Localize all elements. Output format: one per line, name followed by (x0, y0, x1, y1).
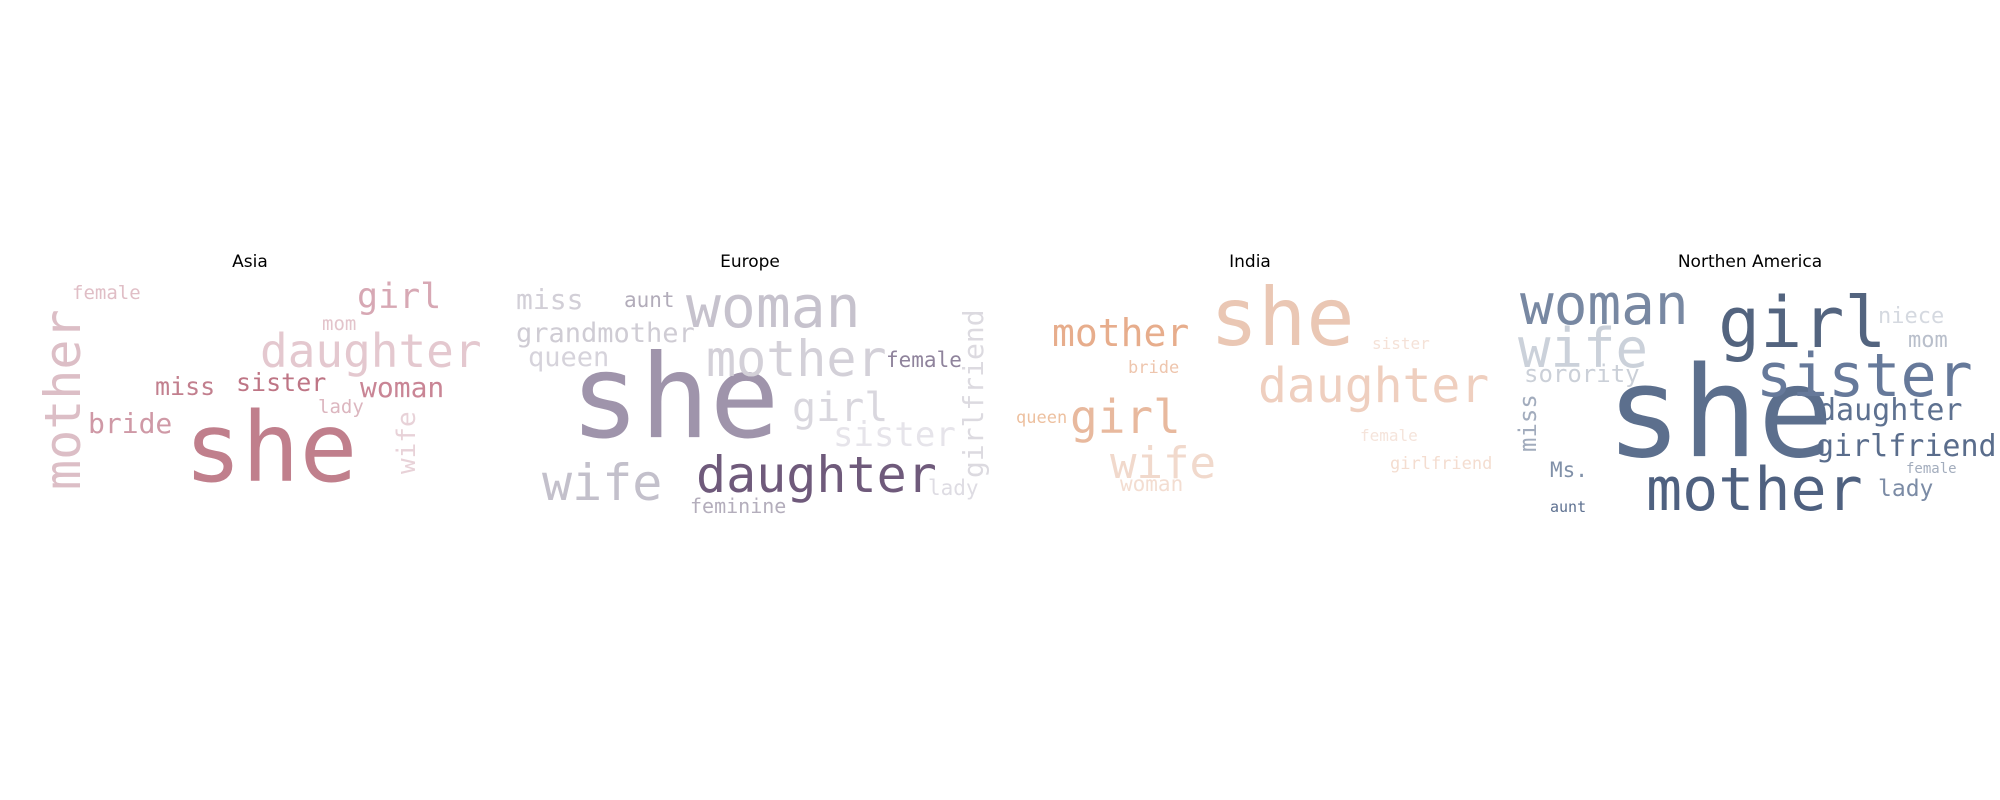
word-sister: sister (1756, 341, 1973, 411)
word-sister: sister (236, 368, 327, 397)
word-aunt: aunt (1550, 498, 1587, 516)
word-cloud: she mother daughter girl woman sister mi… (0, 278, 500, 532)
panel-title: India (1229, 252, 1271, 272)
word-bride: bride (1128, 358, 1180, 378)
word-girl: girl (1070, 390, 1181, 444)
wordcloud-panel-northen-america: Northen America she girl woman sister wi… (1500, 252, 2000, 532)
word-female: female (1906, 461, 1957, 477)
word-she: she (1606, 339, 1834, 486)
word-daughter: daughter (696, 446, 937, 504)
word-mother: mother (34, 309, 92, 490)
word-woman: woman (360, 371, 445, 404)
word-girl: girl (357, 277, 442, 317)
word-daughter: daughter (1258, 358, 1490, 414)
word-wife: wife (392, 411, 422, 474)
word-sister: sister (1372, 334, 1430, 353)
word-niece: niece (1878, 304, 1945, 329)
word-lady: lady (1878, 476, 1934, 502)
word-girl: girl (792, 385, 889, 431)
word-feminine: feminine (690, 494, 787, 518)
word-mother: mother (1646, 455, 1863, 525)
word-cloud: she girl woman sister wife mother daught… (1500, 278, 2000, 532)
word-lady: lady (318, 396, 364, 418)
word-wife: wife (542, 454, 663, 512)
word-miss: miss (516, 283, 584, 316)
word-daughter: daughter (260, 324, 482, 378)
wordcloud-panel-india: India she mother daughter girl wife woma… (1000, 252, 1500, 532)
word-grandmother: grandmother (516, 318, 695, 349)
word-woman: woman (686, 273, 861, 341)
word-sorority: sorority (1524, 360, 1640, 388)
word-woman: woman (1520, 273, 1689, 338)
word-she: she (184, 392, 358, 504)
word-mom: mom (322, 313, 357, 335)
word-aunt: aunt (624, 288, 675, 312)
word-daughter: daughter (1818, 393, 1963, 428)
wordcloud-panel-asia: Asia she mother daughter girl woman sist… (0, 252, 500, 532)
word-she: she (570, 330, 780, 465)
word-mother: mother (706, 330, 887, 388)
word-she: she (1210, 271, 1355, 364)
word-mom: mom (1908, 328, 1948, 353)
word-ms: Ms. (1550, 458, 1588, 482)
word-female: female (886, 348, 962, 372)
word-female: female (1360, 426, 1418, 445)
word-girlfriend: girlfriend (1816, 429, 1997, 464)
word-mother: mother (1052, 311, 1190, 355)
word-female: female (72, 282, 141, 304)
panel-title: Asia (232, 252, 268, 272)
word-wife: wife (1518, 317, 1649, 380)
word-lady: lady (928, 476, 979, 500)
word-girlfriend: girlfriend (1390, 454, 1493, 474)
word-queen: queen (528, 342, 610, 373)
panel-title: Northen America (1677, 252, 1823, 272)
word-wife: wife (1110, 438, 1216, 489)
word-queen: queen (1016, 408, 1068, 428)
wordcloud-panel-europe: Europe she woman mother daughter wife gi… (500, 252, 1000, 532)
word-cloud: she mother daughter girl wife woman brid… (1000, 278, 1500, 532)
word-woman: woman (1120, 472, 1184, 496)
word-sister: sister (833, 415, 956, 455)
word-miss: miss (155, 372, 216, 401)
word-girlfriend: girlfriend (957, 309, 990, 478)
panel-title: Europe (720, 252, 780, 272)
word-bride: bride (88, 407, 173, 440)
word-miss: miss (1514, 394, 1542, 452)
word-cloud: she woman mother daughter wife girl sist… (500, 278, 1000, 532)
word-girl: girl (1718, 282, 1887, 364)
